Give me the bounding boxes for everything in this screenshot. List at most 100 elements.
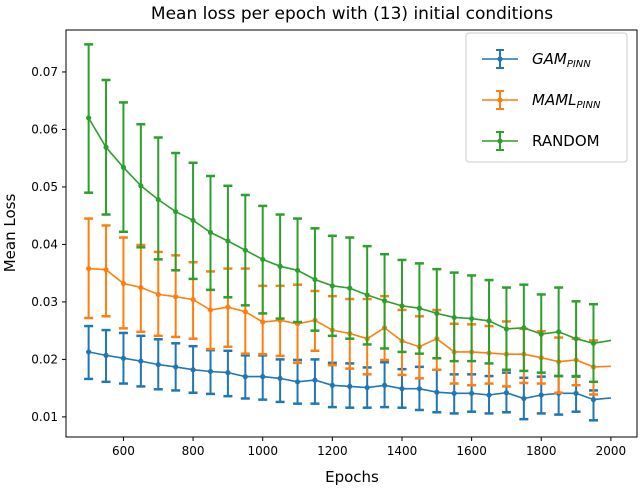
y-axis-label: Mean Loss: [1, 194, 19, 273]
data-point: [86, 349, 92, 355]
series-random: [84, 43, 612, 384]
data-point: [138, 183, 144, 189]
data-point: [120, 280, 127, 287]
data-point: [469, 390, 475, 396]
legend-label-subscript: PINN: [577, 100, 601, 111]
data-point: [207, 229, 214, 235]
data-point: [103, 144, 109, 150]
data-point: [120, 355, 127, 361]
data-point: [381, 382, 388, 388]
data-point: [138, 284, 144, 291]
data-point: [521, 325, 527, 331]
data-point: [590, 340, 597, 346]
data-point: [86, 265, 92, 272]
x-axis-label: Epochs: [325, 468, 379, 486]
legend-marker-icon: [497, 97, 503, 103]
data-point: [260, 256, 266, 262]
data-point: [173, 209, 179, 215]
data-point: [416, 386, 422, 392]
legend-frame: [465, 32, 628, 163]
legend-label: RANDOM: [532, 132, 600, 150]
legend-label: MAMLPINN: [532, 91, 601, 111]
data-point: [260, 374, 266, 380]
data-point: [103, 267, 109, 273]
data-point: [573, 390, 579, 396]
y-tick-label: 0.03: [31, 295, 58, 309]
data-point: [312, 377, 318, 383]
y-tick-label: 0.04: [31, 237, 58, 251]
x-tick-label: 800: [182, 444, 205, 458]
data-point: [242, 374, 248, 380]
data-point: [416, 305, 422, 311]
x-tick-label: 1000: [247, 444, 278, 458]
data-point: [399, 303, 405, 309]
data-point: [347, 285, 353, 291]
data-point: [207, 368, 214, 375]
x-tick-label: 1200: [317, 444, 348, 458]
data-point: [486, 318, 492, 324]
data-point: [155, 291, 161, 298]
data-point: [556, 329, 562, 335]
data-point: [155, 196, 161, 203]
data-point: [294, 267, 301, 273]
data-point: [521, 395, 527, 402]
x-tick-label: 2000: [596, 444, 627, 458]
data-point: [103, 352, 109, 358]
legend-label-main: MAML: [532, 91, 577, 109]
data-point: [138, 358, 144, 364]
y-tick-label: 0.05: [31, 180, 58, 194]
data-point: [242, 247, 248, 253]
series-gam: [84, 324, 611, 422]
x-tick-label: 1800: [526, 444, 557, 458]
data-point: [190, 297, 196, 303]
data-point: [451, 314, 457, 321]
data-point: [434, 310, 440, 317]
chart-title: Mean loss per epoch with (13) initial co…: [151, 4, 553, 24]
data-point: [381, 298, 388, 304]
y-tick-label: 0.01: [31, 410, 58, 424]
data-point: [225, 370, 231, 376]
y-tick-label: 0.06: [31, 122, 58, 136]
data-point: [173, 294, 179, 300]
plot-frame: [65, 29, 638, 438]
data-point: [347, 383, 353, 390]
data-point: [173, 364, 179, 370]
data-point: [86, 115, 92, 121]
y-tick-label: 0.02: [31, 352, 58, 366]
data-point: [242, 309, 248, 315]
data-point: [503, 390, 510, 396]
data-point: [294, 379, 301, 385]
data-point: [590, 397, 597, 403]
data-point: [225, 238, 231, 244]
data-point: [538, 331, 544, 337]
data-point: [469, 315, 475, 322]
data-point: [538, 392, 544, 398]
data-point: [434, 389, 440, 395]
data-point: [207, 307, 214, 313]
legend-label-subscript: PINN: [567, 59, 591, 70]
data-point: [120, 164, 127, 170]
data-point: [364, 292, 370, 298]
data-point: [573, 336, 579, 342]
data-point: [329, 382, 335, 388]
legend-marker-icon: [497, 56, 503, 62]
data-point: [190, 217, 196, 223]
data-point: [190, 367, 196, 373]
y-tick-label: 0.07: [31, 65, 58, 79]
data-point: [486, 392, 492, 398]
data-point: [451, 390, 457, 396]
data-point: [225, 304, 231, 310]
x-tick-label: 1400: [387, 444, 418, 458]
legend-label-main: GAM: [532, 50, 567, 68]
legend-label: GAMPINN: [532, 50, 591, 70]
data-point: [364, 384, 370, 391]
data-point: [155, 361, 161, 368]
legend-label-main: RANDOM: [532, 132, 600, 150]
series-maml: [84, 217, 611, 396]
data-point: [329, 283, 335, 289]
x-tick-label: 1600: [456, 444, 487, 458]
data-point: [312, 276, 318, 283]
data-point: [399, 386, 405, 392]
